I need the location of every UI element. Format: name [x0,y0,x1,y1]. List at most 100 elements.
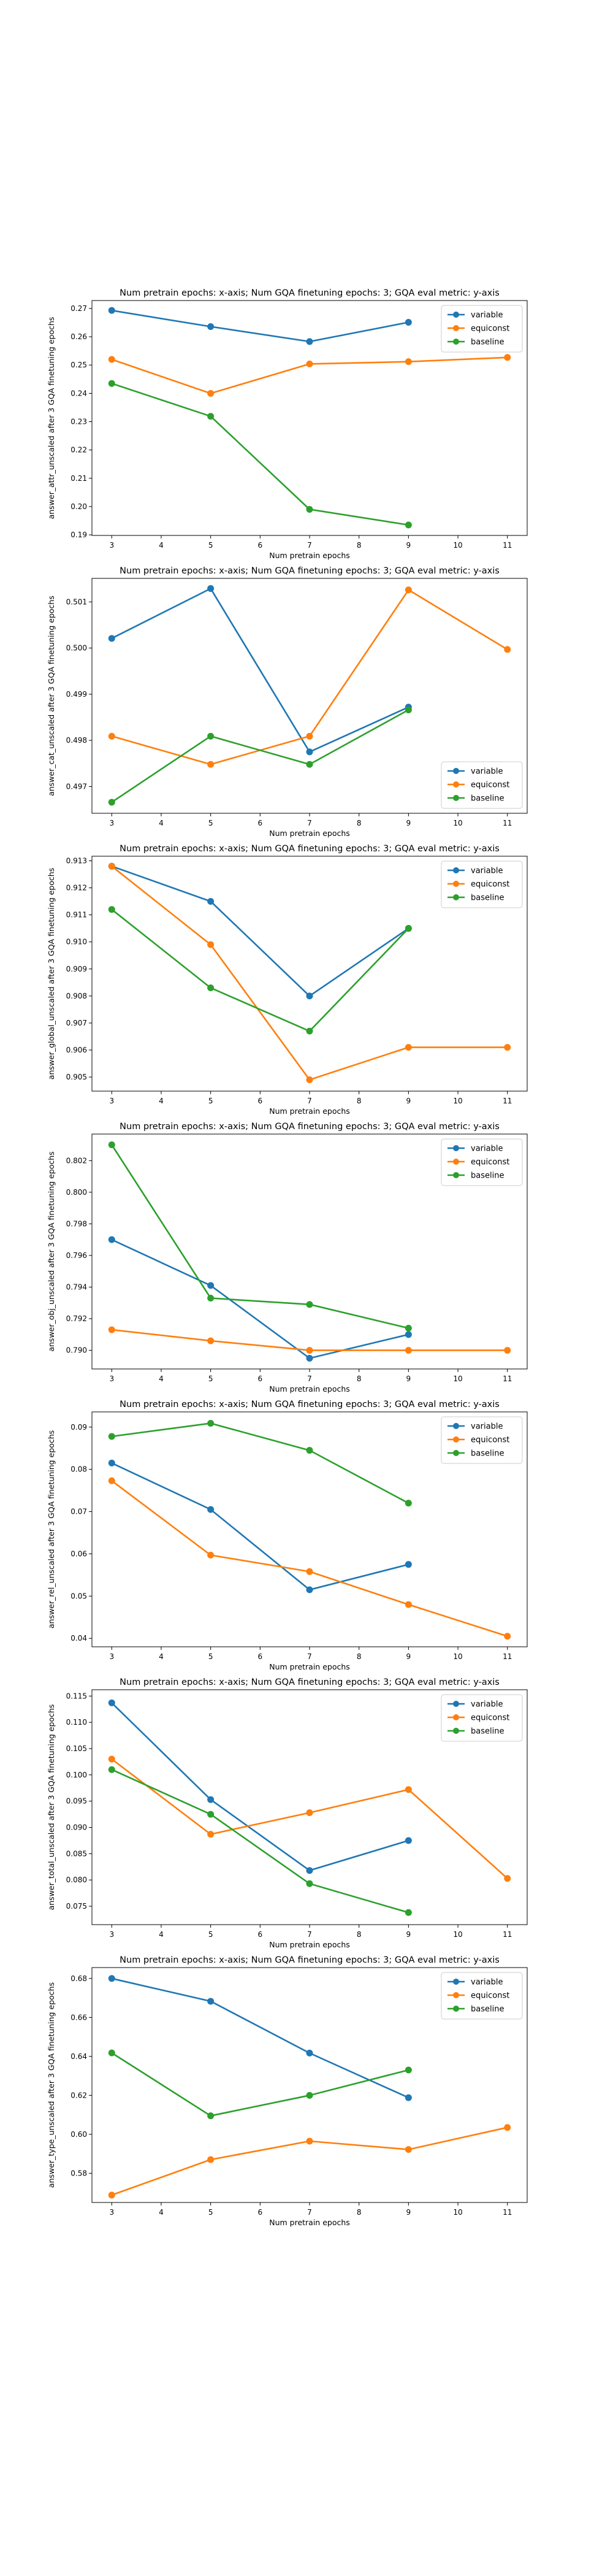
data-point-variable [306,1586,313,1593]
data-point-baseline [405,925,412,932]
x-tick-label: 5 [208,1374,213,1383]
series-line-baseline [111,382,409,526]
x-tick-label: 5 [208,819,213,827]
data-point-equiconst [504,1875,511,1882]
x-tick-label: 10 [453,2208,462,2217]
y-tick-label: 0.095 [66,1797,87,1806]
x-tick-label: 3 [109,1652,114,1661]
legend-label-equiconst: equiconst [471,781,509,790]
data-point-variable [207,898,215,905]
data-point-variable [306,748,313,756]
data-point-baseline [306,1027,313,1035]
data-point-equiconst [108,1326,115,1333]
x-tick-label: 11 [503,1097,512,1105]
data-point-equiconst [405,1786,412,1793]
y-tick-label: 0.27 [70,304,87,313]
y-tick-label: 0.499 [66,690,87,699]
x-tick-label: 9 [406,819,411,827]
y-tick-label: 0.912 [66,884,87,892]
data-point-equiconst [504,646,511,653]
y-tick-label: 0.66 [70,2013,87,2022]
x-tick-label: 7 [307,2208,312,2217]
series-line-variable [112,309,409,343]
x-tick-label: 4 [159,1652,164,1661]
y-tick-label: 0.794 [66,1282,87,1291]
legend-label-variable: variable [471,867,503,876]
x-tick-label: 8 [357,2208,362,2217]
chart-panel-2: Num pretrain epochs: x-axis; Num GQA fin… [47,566,528,838]
data-point-equiconst [306,1809,313,1816]
x-tick-label: 11 [503,1652,512,1661]
data-point-variable [207,1796,215,1803]
chart-title: Num pretrain epochs: x-axis; Num GQA fin… [120,1122,500,1132]
data-point-variable [306,1867,313,1874]
data-point-baseline [108,799,115,806]
legend-frame [441,1416,523,1464]
data-point-variable [306,1354,313,1362]
x-tick-label: 5 [208,1930,213,1939]
y-axis-label: answer_type_unscaled after 3 GQA finetun… [47,1982,56,2188]
data-point-equiconst [306,1568,313,1575]
y-tick-label: 0.905 [66,1073,87,1081]
series-line-variable [111,588,409,753]
legend: variable equiconst baseline [441,305,523,353]
x-tick-label: 3 [109,819,114,827]
y-axis-label: answer_total_unscaled after 3 GQA finetu… [47,1704,56,1911]
y-tick-label: 0.64 [70,2052,87,2061]
legend: variable equiconst baseline [441,1416,523,1464]
data-point-variable [405,1837,412,1844]
y-tick-label: 0.19 [70,531,87,539]
legend-label-equiconst: equiconst [471,880,509,889]
data-point-equiconst [405,2146,412,2153]
data-point-baseline [306,761,313,768]
data-point-equiconst [306,732,313,740]
data-point-equiconst [306,360,313,367]
data-point-variable [405,1331,412,1338]
x-tick-label: 7 [307,1652,312,1661]
data-point-variable [207,1506,215,1513]
y-tick-label: 0.100 [66,1771,87,1779]
x-tick-label: 9 [406,2208,411,2217]
legend: variable equiconst baseline [441,1138,523,1186]
series-line-variable [111,1462,409,1591]
x-axis-label: Num pretrain epochs [269,829,350,838]
y-tick-label: 0.800 [66,1188,87,1197]
legend-label-baseline: baseline [471,1171,504,1181]
data-point-equiconst [108,356,115,363]
y-tick-label: 0.498 [66,736,87,745]
chart-title: Num pretrain epochs: x-axis; Num GQA fin… [120,566,500,576]
legend-label-baseline: baseline [471,2005,504,2014]
x-axis-label: Num pretrain epochs [269,1940,350,1949]
x-tick-label: 4 [159,819,164,827]
data-point-baseline [306,2091,313,2099]
x-tick-label: 6 [257,1652,262,1661]
data-point-variable [207,1998,215,2005]
data-point-equiconst [405,1044,412,1051]
y-axis-label: answer_global_unscaled after 3 GQA finet… [47,868,56,1079]
data-point-variable [306,338,313,345]
legend-marker-baseline [453,2006,459,2012]
x-axis-label: Num pretrain epochs [269,1384,350,1393]
x-tick-label: 10 [453,819,462,827]
data-point-variable [108,635,115,642]
data-point-baseline [306,1301,313,1308]
data-point-equiconst [504,2124,511,2131]
y-tick-label: 0.910 [66,938,87,946]
data-point-baseline [207,984,215,992]
x-tick-label: 3 [109,1930,114,1939]
legend-label-variable: variable [471,1144,503,1154]
legend-marker-variable [453,867,459,873]
data-point-baseline [306,1880,313,1887]
x-tick-label: 10 [453,1097,462,1105]
x-tick-label: 9 [406,1097,411,1105]
x-tick-label: 6 [257,1374,262,1383]
x-tick-label: 7 [307,1930,312,1939]
y-tick-label: 0.04 [70,1634,87,1643]
x-tick-label: 9 [406,1374,411,1383]
legend-label-baseline: baseline [471,338,504,347]
legend-frame [441,1694,523,1742]
legend-marker-equiconst [453,1436,459,1443]
legend-frame [441,305,523,353]
data-point-baseline [108,1433,115,1440]
